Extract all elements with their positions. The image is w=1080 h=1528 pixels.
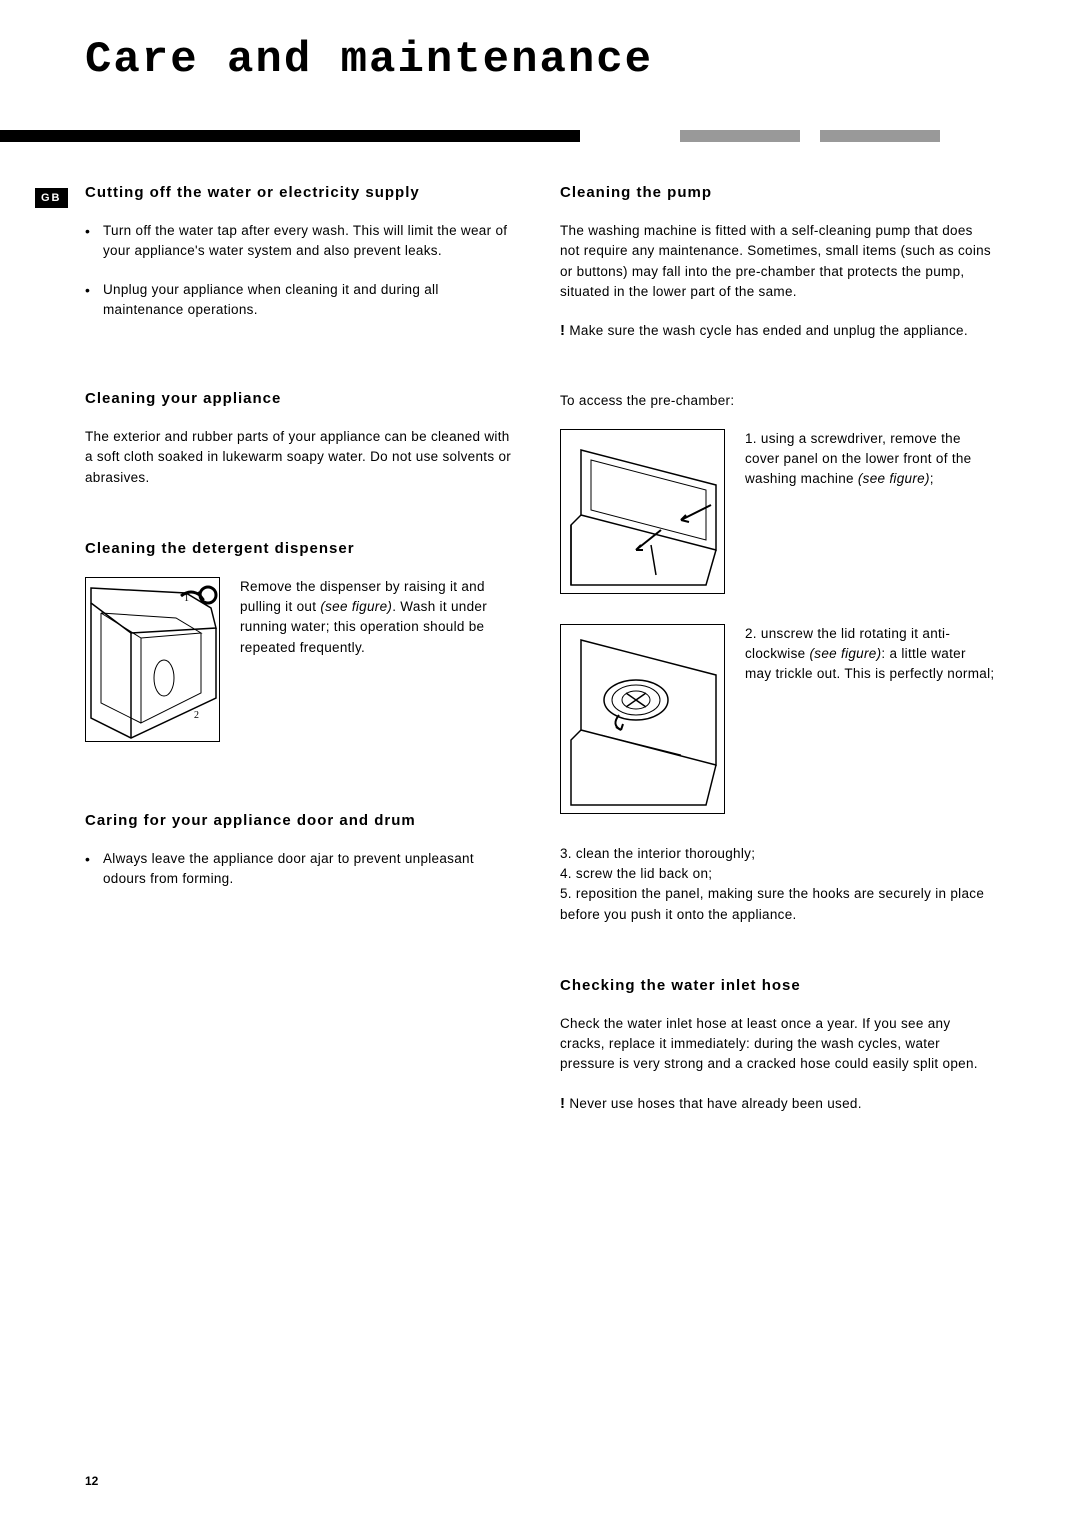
bar-gray-2 <box>820 130 940 142</box>
figure-pump-lid <box>560 624 725 814</box>
heading-caring-door-drum: Caring for your appliance door and drum <box>85 810 520 831</box>
heading-cleaning-dispenser: Cleaning the detergent dispenser <box>85 538 520 559</box>
figure-block-dispenser: 1 2 Remove the dispenser by raising it a… <box>85 577 520 742</box>
figure-cover-panel <box>560 429 725 594</box>
step-4-text: 4. screw the lid back on; <box>560 864 995 884</box>
step-1-text: 1. using a screwdriver, remove the cover… <box>745 429 995 490</box>
warning-hose: ! Never use hoses that have already been… <box>560 1093 995 1116</box>
bar-black <box>0 130 580 142</box>
page-title: Care and maintenance <box>0 0 1080 85</box>
dispenser-illustration: 1 2 <box>86 578 221 743</box>
bullet-item: Unplug your appliance when cleaning it a… <box>103 280 520 321</box>
text-cleaning-appliance: The exterior and rubber parts of your ap… <box>85 427 520 488</box>
figure-dispenser: 1 2 <box>85 577 220 742</box>
bullet-item: Always leave the appliance door ajar to … <box>103 849 520 890</box>
right-column: Cleaning the pump The washing machine is… <box>560 182 995 1115</box>
text-access-prechamber: To access the pre-chamber: <box>560 391 995 411</box>
warning-icon: ! <box>560 322 565 339</box>
heading-cleaning-appliance: Cleaning your appliance <box>85 388 520 409</box>
left-column: Cutting off the water or electricity sup… <box>85 182 520 1115</box>
bullet-item: Turn off the water tap after every wash.… <box>103 221 520 262</box>
header-decoration-bar <box>0 130 1080 142</box>
figure-block-pump: 2. unscrew the lid rotating it anti-cloc… <box>560 624 995 814</box>
text-cleaning-dispenser: Remove the dispenser by raising it and p… <box>240 577 520 658</box>
warning-unplug: ! Make sure the wash cycle has ended and… <box>560 320 995 343</box>
content-area: Cutting off the water or electricity sup… <box>0 142 1080 1115</box>
language-label: GB <box>35 188 68 208</box>
panel-illustration <box>561 430 726 595</box>
step-3-text: 3. clean the interior thoroughly; <box>560 844 995 864</box>
step-5-text: 5. reposition the panel, making sure the… <box>560 884 995 925</box>
warning-icon: ! <box>560 1095 565 1112</box>
page-number: 12 <box>85 1474 98 1488</box>
bullet-list-2: Always leave the appliance door ajar to … <box>85 849 520 890</box>
figure-label-1: 1 <box>184 593 189 604</box>
figure-label-2: 2 <box>194 710 199 721</box>
text-checking-hose: Check the water inlet hose at least once… <box>560 1014 995 1075</box>
heading-cleaning-pump: Cleaning the pump <box>560 182 995 203</box>
heading-checking-hose: Checking the water inlet hose <box>560 975 995 996</box>
pump-illustration <box>561 625 726 815</box>
bar-gray-1 <box>680 130 800 142</box>
bullet-list-1: Turn off the water tap after every wash.… <box>85 221 520 320</box>
step-2-text: 2. unscrew the lid rotating it anti-cloc… <box>745 624 995 685</box>
figure-block-panel: 1. using a screwdriver, remove the cover… <box>560 429 995 594</box>
heading-cutting-off: Cutting off the water or electricity sup… <box>85 182 520 203</box>
text-cleaning-pump: The washing machine is fitted with a sel… <box>560 221 995 302</box>
